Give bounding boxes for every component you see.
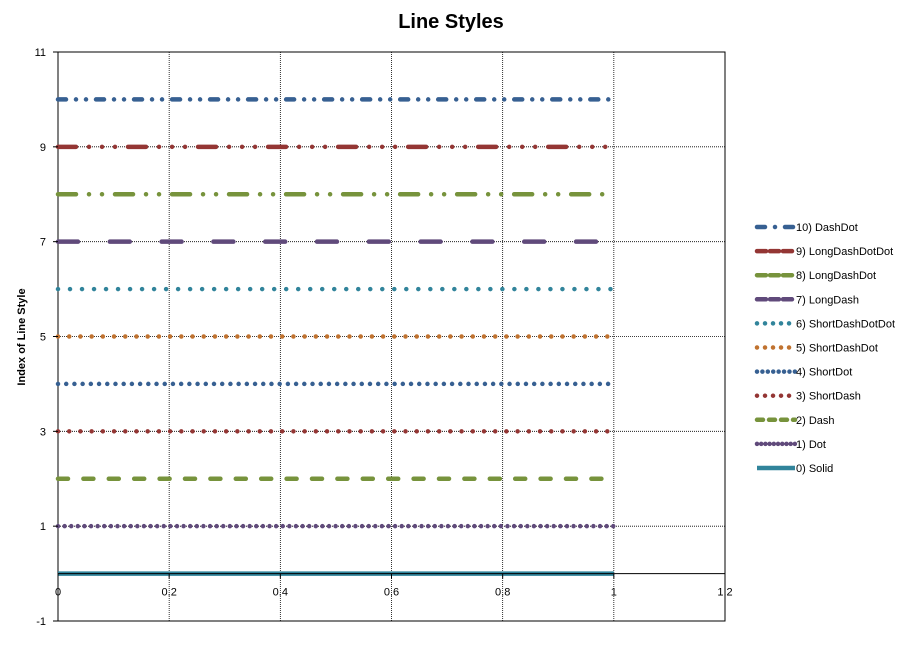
y-axis-label: Index of Line Style <box>16 288 28 385</box>
x-tick-label: 0 <box>55 587 61 599</box>
x-tick-label: 1 <box>611 587 617 599</box>
legend-label: 5) ShortDashDot <box>796 343 878 355</box>
y-tick-label: 3 <box>40 426 46 438</box>
legend-label: 1) Dot <box>796 439 826 451</box>
legend-label: 9) LongDashDotDot <box>796 246 893 258</box>
legend-label: 3) ShortDash <box>796 391 861 403</box>
y-tick-label: 5 <box>40 332 46 344</box>
y-tick-label: -1 <box>36 616 46 628</box>
legend-label: 8) LongDashDot <box>796 270 876 282</box>
x-tick-label: 1.2 <box>717 587 732 599</box>
legend-label: 10) DashDot <box>796 222 858 234</box>
y-tick-label: 1 <box>40 521 46 533</box>
y-tick-label: 9 <box>40 142 46 154</box>
legend: 10) DashDot 9) LongDashDotDot 8) LongDashD… <box>754 222 895 475</box>
y-tick-label: 11 <box>35 47 46 59</box>
x-tick-label: 0.6 <box>384 587 399 599</box>
x-tick-label: 0.4 <box>273 587 288 599</box>
chart-title: Line Styles <box>398 11 504 33</box>
legend-label: 0) Solid <box>796 463 833 475</box>
x-tick-label: 0.8 <box>495 587 510 599</box>
legend-label: 7) LongDash <box>796 294 859 306</box>
legend-label: 6) ShortDashDotDot <box>796 318 895 330</box>
x-tick-label: 0.2 <box>162 587 177 599</box>
legend-label: 4) ShortDot <box>796 367 852 379</box>
y-tick-label: 7 <box>40 237 46 249</box>
y-axis-ticks: -1 1 3 5 7 9 11 <box>35 47 58 628</box>
x-axis-ticks: 0 0.2 0.4 0.6 0.8 1 1.2 <box>55 573 733 599</box>
legend-label: 2) Dash <box>796 415 835 427</box>
